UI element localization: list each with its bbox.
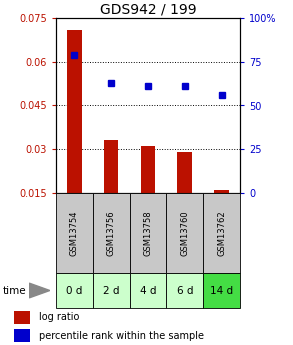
Text: time: time <box>3 286 27 296</box>
Bar <box>104 140 118 193</box>
Bar <box>141 146 155 193</box>
Text: GSM13760: GSM13760 <box>180 210 189 256</box>
Bar <box>203 273 240 308</box>
Bar <box>93 193 130 273</box>
Bar <box>166 193 203 273</box>
Title: GDS942 / 199: GDS942 / 199 <box>100 3 196 17</box>
Bar <box>130 193 166 273</box>
Text: log ratio: log ratio <box>39 312 79 322</box>
Text: GSM13758: GSM13758 <box>144 210 152 256</box>
Text: GSM13754: GSM13754 <box>70 210 79 256</box>
Bar <box>67 30 81 193</box>
Text: GSM13762: GSM13762 <box>217 210 226 256</box>
Text: percentile rank within the sample: percentile rank within the sample <box>39 331 204 341</box>
Bar <box>203 193 240 273</box>
Bar <box>56 273 93 308</box>
Text: 2 d: 2 d <box>103 286 119 296</box>
Text: 0 d: 0 d <box>66 286 82 296</box>
Bar <box>178 152 192 193</box>
Bar <box>14 329 30 342</box>
Text: 14 d: 14 d <box>210 286 233 296</box>
Bar <box>93 273 130 308</box>
Text: GSM13756: GSM13756 <box>107 210 115 256</box>
Bar <box>56 193 93 273</box>
Bar <box>214 190 229 193</box>
Bar <box>130 273 166 308</box>
Text: 4 d: 4 d <box>140 286 156 296</box>
Bar <box>14 311 30 324</box>
Bar <box>166 273 203 308</box>
Polygon shape <box>29 283 50 298</box>
Text: 6 d: 6 d <box>177 286 193 296</box>
